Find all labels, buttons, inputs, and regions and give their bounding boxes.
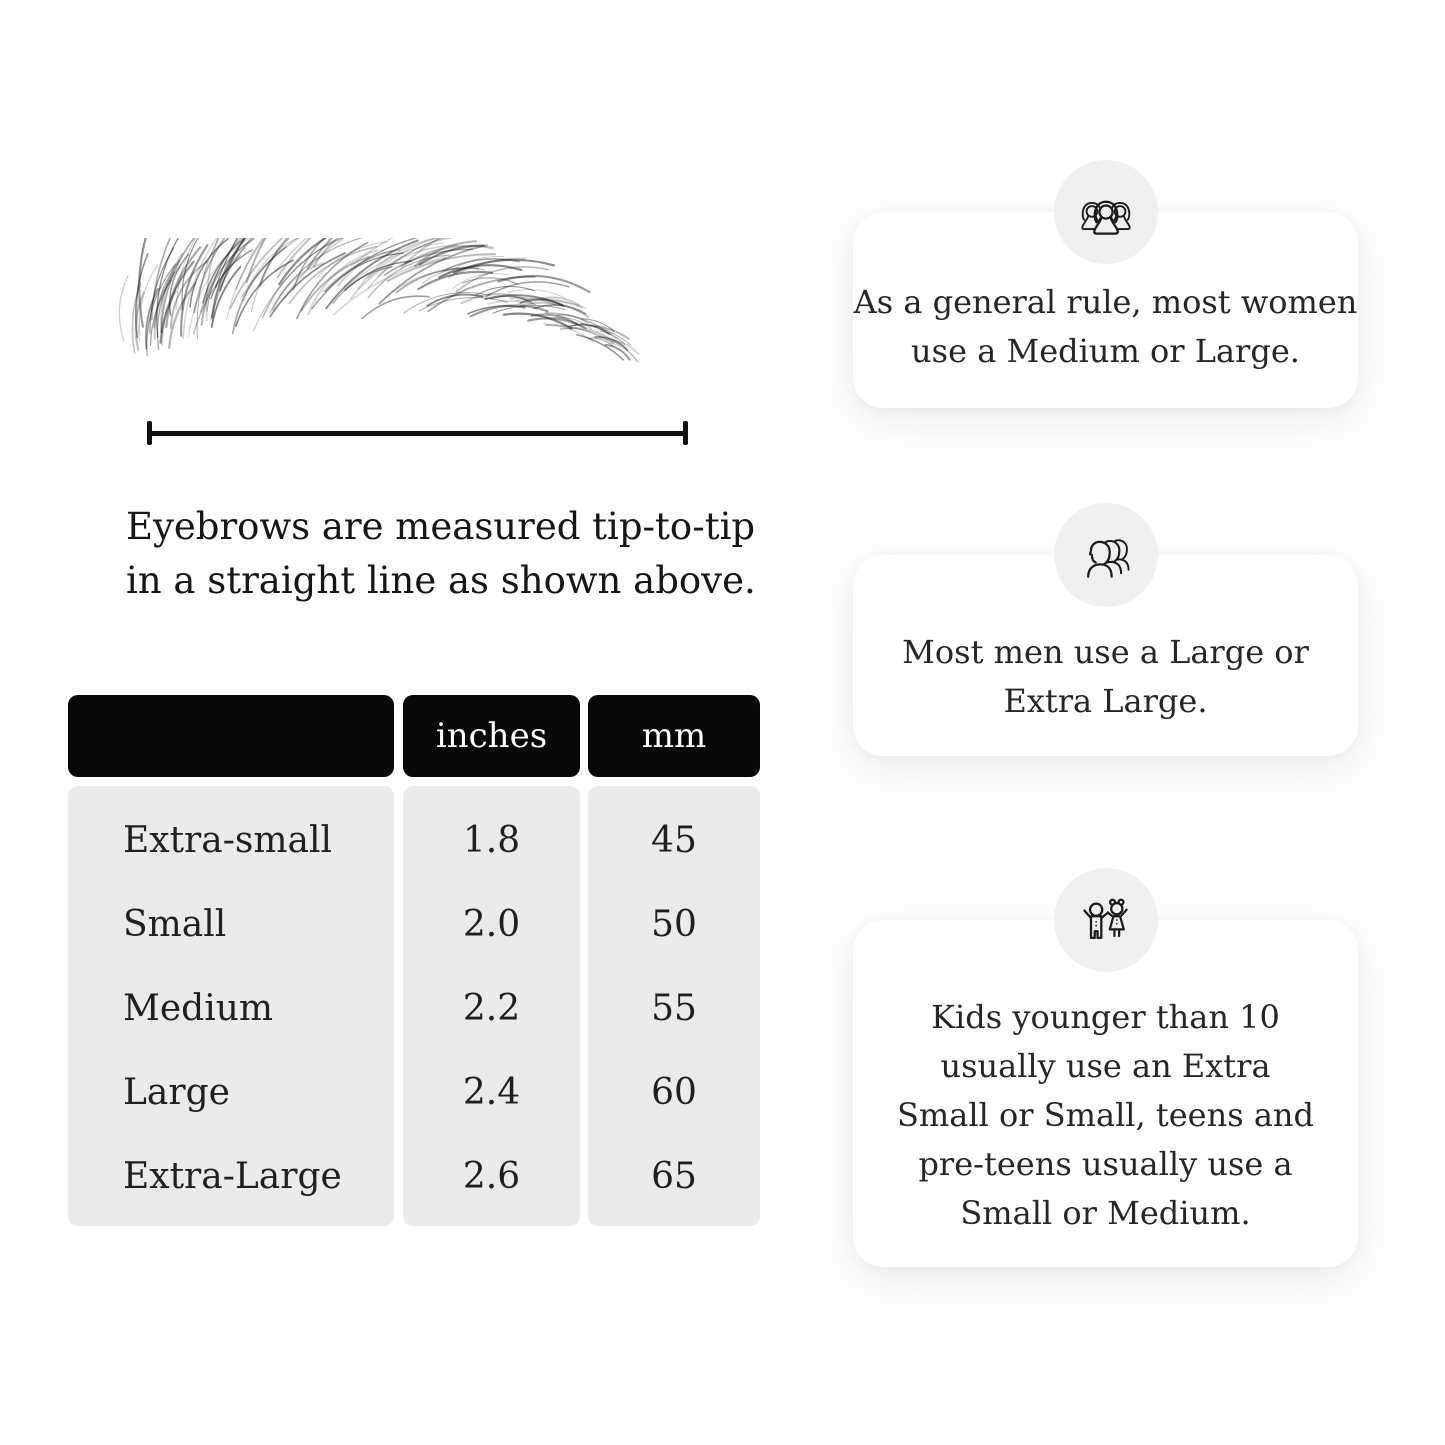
eyebrow-illustration [118,238,710,396]
measurement-line [147,421,688,445]
card-text-line: As a general rule, most women [853,283,1358,321]
table-cell-size: Extra-small [123,819,332,861]
card-women-text: As a general rule, most women use a Medi… [853,212,1358,408]
women-group-icon [1080,200,1131,235]
table-cell-mm: 55 [651,987,697,1029]
card-text-line: Small or Small, teens and [897,1096,1314,1134]
card-text-line: Most men use a Large or [902,632,1309,671]
card-women: As a general rule, most women use a Medi… [853,160,1358,408]
men-group-icon [1086,539,1130,578]
card-text-line: Small or Medium. [960,1194,1251,1232]
card-text-line: pre-teens usually use a [918,1145,1293,1183]
table-cell-inches: 1.8 [462,819,521,861]
table-cell-size: Extra-Large [123,1155,342,1197]
table-cell-mm: 60 [651,1071,697,1113]
measure-bar [147,430,688,436]
table-column-size-labels: Extra-small Small Medium Large Extra-Lar… [68,786,394,1226]
table-cell-inches: 2.4 [462,1071,521,1113]
measure-cap-right [683,421,688,445]
icon-circle [1053,503,1158,607]
table-column-mm: 45 50 55 60 65 [588,786,760,1226]
table-cell-inches: 2.2 [462,987,521,1029]
table-cell-mm: 65 [651,1155,697,1197]
table-header-size [68,695,394,777]
icon-circle [1053,868,1158,972]
caption-line-2: in a straight line as shown above. [126,559,756,602]
card-kids-text: Kids younger than 10 usually use an Extr… [853,920,1358,1267]
table-cell-size: Large [123,1071,230,1113]
card-men: Most men use a Large or Extra Large. [853,503,1358,756]
card-men-text: Most men use a Large or Extra Large. [853,555,1358,756]
table-cell-size: Small [123,903,227,945]
table-header-mm: mm [588,695,760,777]
icon-circle [1053,160,1158,264]
table-header-inches: inches [403,695,580,777]
measurement-caption: Eyebrows are measured tip-to-tip in a st… [126,500,766,608]
table-column-inches: 1.8 2.0 2.2 2.4 2.6 [403,786,580,1226]
card-text-line: usually use an Extra [940,1047,1271,1085]
card-text-line: Kids younger than 10 [931,998,1280,1036]
card-kids: Kids younger than 10 usually use an Extr… [853,868,1358,1267]
card-text-line: use a Medium or Large. [911,332,1300,370]
table-cell-inches: 2.6 [462,1155,521,1197]
caption-line-1: Eyebrows are measured tip-to-tip [126,505,756,548]
table-cell-mm: 45 [651,819,697,861]
kids-icon [1082,898,1128,939]
table-cell-inches: 2.0 [462,903,521,945]
table-cell-mm: 50 [651,903,697,945]
table-cell-size: Medium [123,987,274,1029]
card-text-line: Extra Large. [1003,681,1208,720]
